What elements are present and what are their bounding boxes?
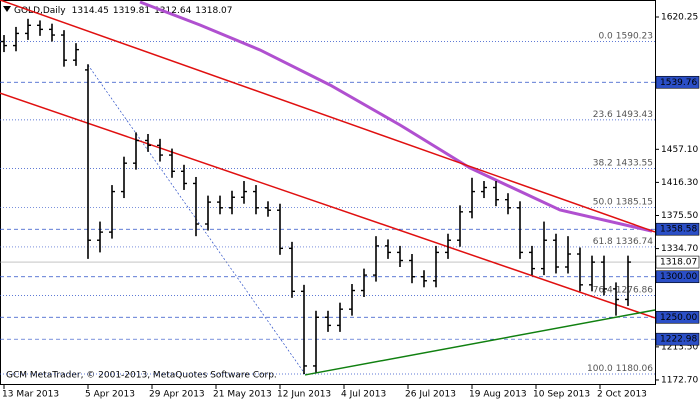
plot-frame: [0, 0, 656, 385]
fib-label: 76.4 1276.86: [593, 285, 654, 295]
header-value: 1314.45: [72, 6, 109, 16]
level-label: 1539.76: [660, 78, 697, 88]
moving-average: [139, 0, 653, 233]
level-label: 1222.98: [660, 335, 697, 345]
fib-level-value: 1590.23: [616, 31, 653, 41]
x-tick-label: 5 Apr 2013: [85, 390, 135, 400]
level-box: [655, 75, 700, 89]
level-box: [655, 222, 700, 236]
symbol: GOLD,Daily: [14, 6, 66, 16]
y-tick-label: 1375.50: [661, 211, 698, 221]
fib-level-name: 0.0: [598, 31, 613, 41]
header: GOLD,Daily 1314.45 1319.81 1312.64 1318.07: [14, 6, 233, 16]
menu-icon: [3, 6, 11, 12]
y-tick-label: 1213.50: [661, 342, 698, 352]
x-tick-label: 21 May 2013: [213, 390, 272, 400]
y-tick-label: 1620.25: [661, 12, 698, 22]
trendline: [0, 92, 656, 319]
level-box: [655, 332, 700, 346]
fib-level-name: 23.6: [593, 109, 613, 119]
fib-label: 61.8 1336.74: [593, 236, 654, 246]
x-tick-label: 10 Sep 2013: [533, 390, 590, 400]
fib-level-name: 100.0: [587, 364, 613, 374]
header-value: 1318.07: [195, 6, 232, 16]
y-tick-label: 1457.10: [661, 145, 698, 155]
fib-level-value: 1336.74: [616, 236, 653, 246]
fib-label: 0.0 1590.23: [598, 31, 653, 41]
header-value: 1312.64: [154, 6, 191, 16]
x-tick-label: 29 Apr 2013: [149, 390, 205, 400]
current-price-box: [655, 255, 700, 269]
fib-level-name: 50.0: [593, 197, 613, 207]
y-tick-label: 1334.70: [661, 244, 698, 254]
fib-label: 23.6 1493.43: [593, 109, 653, 119]
level-box: [655, 270, 700, 284]
fib-level-value: 1276.86: [616, 285, 653, 295]
level-box: [655, 310, 700, 324]
header-value: 1319.81: [113, 6, 150, 16]
fib-level-name: 38.2: [593, 158, 613, 168]
trendline: [0, 0, 656, 233]
x-tick-label: 26 Jul 2013: [405, 390, 456, 400]
level-label: 1300.00: [660, 272, 697, 282]
x-tick-label: 4 Jul 2013: [341, 390, 386, 400]
fib-label: 50.0 1385.15: [593, 197, 653, 207]
fib-label: 38.2 1433.55: [593, 158, 653, 168]
current-price-label: 1318.07: [660, 258, 697, 268]
fib-level-value: 1493.43: [616, 109, 653, 119]
level-label: 1358.58: [660, 225, 697, 235]
copyright: GCM MetaTrader, © 2001-2013, MetaQuotes …: [6, 371, 277, 381]
y-tick-label: 1416.30: [661, 178, 698, 188]
x-tick-label: 13 Mar 2013: [2, 390, 59, 400]
fib-level-value: 1385.15: [616, 197, 653, 207]
fib-label: 100.0 1180.06: [587, 364, 653, 374]
x-tick-label: 2 Oct 2013: [597, 390, 647, 400]
fib-level-value: 1180.06: [616, 364, 653, 374]
fib-level-name: 61.8: [593, 236, 613, 246]
x-tick-label: 12 Jun 2013: [277, 390, 331, 400]
trendline: [304, 309, 656, 376]
y-tick-label: 1172.70: [661, 375, 698, 385]
x-tick-label: 19 Aug 2013: [469, 390, 527, 400]
level-label: 1250.00: [660, 313, 697, 323]
fib-level-name: 76.4: [593, 285, 613, 295]
fib-level-value: 1433.55: [616, 158, 653, 168]
